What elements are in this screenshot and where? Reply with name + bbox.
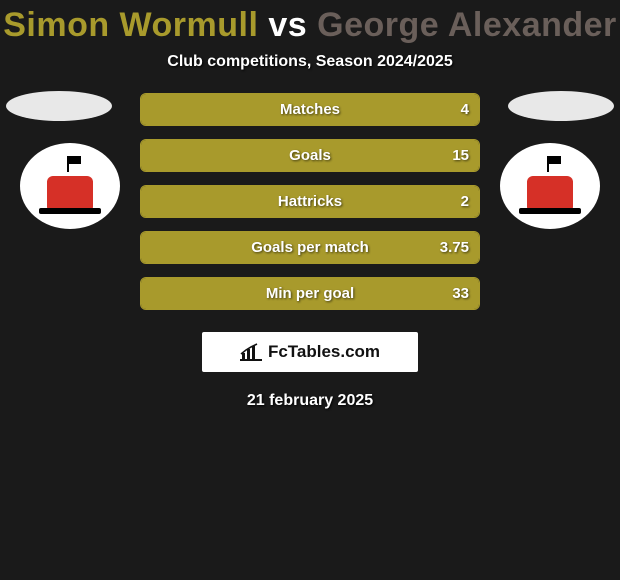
stat-row: Matches 4 <box>140 93 480 126</box>
fort-icon <box>519 158 581 214</box>
subtitle: Club competitions, Season 2024/2025 <box>0 53 620 71</box>
stat-value-right: 15 <box>452 147 469 164</box>
stats-area: Matches 4 Goals 15 Hattricks 2 Goals per match… <box>0 93 620 310</box>
stat-value-right: 3.75 <box>440 239 469 256</box>
comparison-title: Simon Wormull vs George Alexander <box>0 0 620 45</box>
stat-row: Min per goal 33 <box>140 277 480 310</box>
attribution-text: FcTables.com <box>268 342 380 362</box>
stat-value-right: 4 <box>461 101 469 118</box>
player1-badge <box>20 143 120 229</box>
stat-label: Goals per match <box>251 239 369 256</box>
stat-value-right: 2 <box>461 193 469 210</box>
stat-rows: Matches 4 Goals 15 Hattricks 2 Goals per match… <box>140 93 480 310</box>
stat-value-right: 33 <box>452 285 469 302</box>
player1-oval <box>6 91 112 121</box>
stat-label: Hattricks <box>278 193 342 210</box>
stat-label: Min per goal <box>266 285 354 302</box>
stat-row: Goals per match 3.75 <box>140 231 480 264</box>
player2-name: George Alexander <box>317 6 617 44</box>
vs-text: vs <box>258 6 317 44</box>
stat-row: Goals 15 <box>140 139 480 172</box>
player1-name: Simon Wormull <box>3 6 258 44</box>
chart-icon <box>240 343 262 361</box>
attribution-badge: FcTables.com <box>202 332 418 372</box>
fort-icon <box>39 158 101 214</box>
date-text: 21 february 2025 <box>0 392 620 410</box>
stat-label: Matches <box>280 101 340 118</box>
player2-badge <box>500 143 600 229</box>
player2-oval <box>508 91 614 121</box>
stat-row: Hattricks 2 <box>140 185 480 218</box>
stat-label: Goals <box>289 147 331 164</box>
